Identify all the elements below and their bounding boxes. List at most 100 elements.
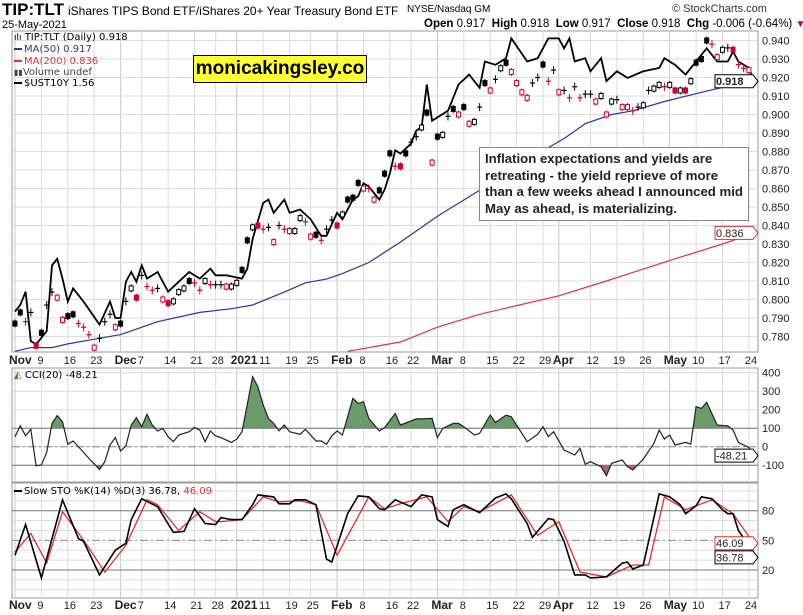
candle — [133, 293, 139, 302]
candle — [619, 103, 625, 112]
legend-ust10y: $UST10Y 1.56 — [14, 78, 94, 89]
candle — [324, 225, 330, 234]
candle — [413, 132, 419, 141]
candle — [318, 236, 324, 245]
candle-body — [540, 61, 546, 68]
price-axis-label: 0.820 — [762, 258, 790, 270]
candle — [23, 317, 29, 326]
candle — [123, 297, 129, 306]
candle — [667, 80, 673, 89]
candle — [498, 64, 504, 73]
candle — [239, 265, 245, 274]
candle-body — [450, 105, 456, 112]
candle-body — [524, 94, 530, 101]
candle-body — [355, 179, 361, 186]
legend-ma200: MA(200) 0.836 — [14, 56, 98, 67]
price-axis-label: 0.930 — [762, 54, 790, 66]
sto-axis-label: 50 — [762, 535, 774, 547]
x-tick-label-bottom: 23 — [90, 600, 102, 612]
x-tick-label: 11 — [259, 355, 270, 367]
candle — [672, 86, 678, 95]
candle — [192, 278, 198, 287]
candle-body — [202, 278, 208, 284]
candle — [12, 319, 18, 328]
candle — [440, 130, 446, 139]
candle-body — [250, 224, 256, 231]
candle — [297, 214, 303, 223]
candle — [403, 149, 409, 158]
candle — [635, 103, 641, 112]
candle — [155, 284, 161, 293]
candle — [91, 343, 97, 352]
cci-axis-label: 0 — [762, 442, 768, 454]
candle — [429, 158, 435, 167]
candle-body — [746, 67, 752, 74]
legend-ma50-text: MA(50) 0.917 — [24, 44, 92, 55]
candle-body — [239, 266, 245, 273]
candle — [746, 66, 752, 75]
candle-body — [112, 324, 118, 331]
candle — [281, 225, 287, 234]
candle-body — [244, 237, 250, 244]
candle-body — [730, 46, 736, 53]
candle — [424, 108, 430, 117]
candle-body — [419, 124, 425, 131]
candle — [181, 284, 187, 293]
candle-body — [170, 298, 176, 305]
sto-d-line — [14, 494, 755, 578]
candle — [482, 79, 488, 88]
candle-body — [556, 89, 562, 96]
candle — [492, 75, 498, 84]
candle-body — [688, 78, 694, 85]
candle — [709, 40, 715, 49]
candle — [640, 101, 646, 110]
x-tick-label-bottom: 25 — [307, 600, 319, 612]
x-tick-label-bottom: Feb — [331, 598, 352, 612]
candle — [382, 169, 388, 178]
candle — [397, 162, 403, 171]
candle — [614, 95, 620, 104]
candle-body — [498, 65, 504, 72]
legend-price-text: TIP:TLT (Daily) 0.918 — [24, 32, 128, 43]
candle-body — [482, 80, 488, 87]
candle — [366, 184, 372, 193]
candle — [630, 106, 636, 115]
legend-ma200-text: MA(200) 0.836 — [24, 56, 99, 67]
chart-description: iShares TIPS Bond ETF/iShares 20+ Year T… — [68, 4, 399, 18]
ust10y-line — [14, 35, 756, 346]
close-value: 0.918 — [651, 18, 681, 30]
x-tick-label: Dec — [115, 353, 137, 367]
candle — [408, 138, 414, 147]
candle-body — [345, 196, 351, 203]
cci-oversold-fill — [15, 465, 755, 476]
candle-body — [672, 87, 678, 94]
candle-body — [60, 316, 66, 323]
price-axis-label: 0.920 — [762, 73, 790, 85]
candle-body — [186, 278, 192, 284]
candle-body — [466, 120, 472, 127]
candle-body — [297, 215, 303, 222]
candle-body — [292, 228, 298, 235]
volume-bars-icon: ▮▮ — [14, 68, 23, 77]
candle — [461, 103, 467, 112]
x-tick-label-bottom: 28 — [212, 600, 224, 612]
close-label: Close — [617, 18, 649, 30]
sto-k-last-value-box — [714, 550, 759, 565]
candle-body — [54, 294, 60, 301]
candle — [651, 84, 657, 93]
candle-body — [118, 320, 124, 327]
sto-axis-label: 80 — [762, 506, 774, 518]
change-label: Chg — [686, 18, 710, 30]
sto-d-last-value-box — [714, 536, 759, 551]
candle — [265, 223, 271, 232]
x-tick-label: 29 — [539, 355, 551, 367]
stockcharts-link[interactable]: © StockCharts.com — [672, 3, 767, 15]
candle — [693, 58, 699, 67]
candle — [118, 319, 124, 328]
candle — [535, 73, 541, 82]
candle — [313, 230, 319, 239]
price-axis-label: 0.910 — [762, 91, 790, 103]
x-tick-label-bottom: 15 — [486, 600, 498, 612]
candle — [741, 64, 747, 73]
x-tick-label: 19 — [613, 355, 625, 367]
